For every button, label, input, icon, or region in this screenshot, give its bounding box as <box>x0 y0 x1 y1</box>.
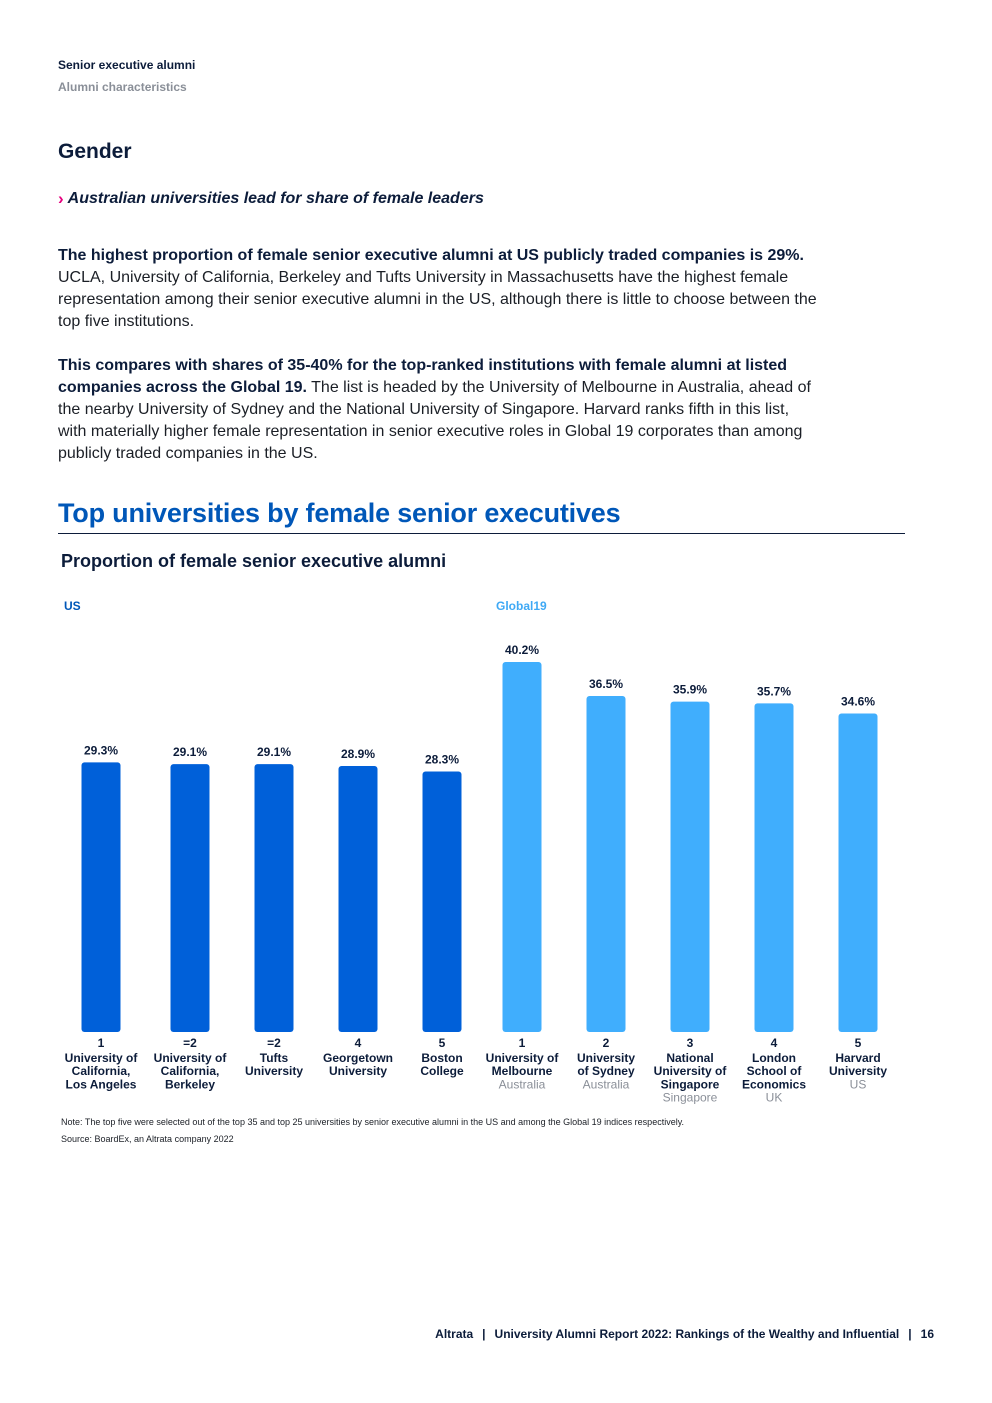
footer-report-title: University Alumni Report 2022: Rankings … <box>494 1327 900 1341</box>
category-label: Berkeley <box>165 1077 215 1091</box>
country-label: US <box>850 1077 867 1091</box>
group-label-global19: Global19 <box>496 599 547 613</box>
category-label: Melbourne <box>492 1064 553 1078</box>
category-label: California, <box>72 1064 131 1078</box>
header-subsection: Alumni characteristics <box>58 80 187 94</box>
bar-us-5 <box>422 771 462 1032</box>
header-section: Senior executive alumni <box>58 58 196 72</box>
country-label: Australia <box>583 1077 630 1091</box>
category-label: Harvard <box>835 1051 880 1065</box>
category-label: University <box>245 1064 303 1078</box>
category-label: Boston <box>421 1051 462 1065</box>
category-label: Economics <box>742 1077 806 1091</box>
data-label: 29.3% <box>84 743 118 757</box>
footer-separator: | <box>908 1327 912 1341</box>
data-label: 40.2% <box>505 643 539 657</box>
data-label: 28.9% <box>341 747 375 761</box>
category-label: College <box>420 1064 464 1078</box>
category-label: University of <box>654 1064 728 1078</box>
rank-label: 1 <box>98 1036 105 1050</box>
country-label: Australia <box>499 1077 546 1091</box>
data-label: 28.3% <box>425 753 459 767</box>
chart-title: Top universities by female senior execut… <box>58 498 621 528</box>
category-label: University of <box>486 1051 560 1065</box>
bar-us-3 <box>254 764 294 1032</box>
footer-separator: | <box>482 1327 486 1341</box>
bar-global19-2 <box>586 696 626 1032</box>
paragraph-2-text: The list is headed by the University of … <box>58 379 811 462</box>
rank-label: 5 <box>855 1036 862 1050</box>
category-label: Singapore <box>661 1077 720 1091</box>
bar-us-1 <box>81 762 121 1032</box>
bar-global19-3 <box>670 701 710 1032</box>
group-label-us: US <box>64 599 81 613</box>
footer-page-number: 16 <box>920 1327 934 1341</box>
category-label: University <box>329 1064 387 1078</box>
data-label: 34.6% <box>841 695 875 709</box>
data-label: 29.1% <box>257 745 291 759</box>
category-label: University of <box>154 1051 228 1065</box>
section-heading: Gender <box>58 140 132 163</box>
category-label: University of <box>65 1051 139 1065</box>
country-label: UK <box>766 1091 783 1105</box>
category-label: University <box>577 1051 635 1065</box>
rank-label: =2 <box>267 1036 281 1050</box>
data-label: 35.9% <box>673 683 707 697</box>
bar-us-4 <box>338 766 378 1032</box>
bar-us-2 <box>170 764 210 1032</box>
page-footer: Altrata | University Alumni Report 2022: R… <box>435 1327 934 1341</box>
rank-label: 1 <box>519 1036 526 1050</box>
rank-label: 2 <box>603 1036 610 1050</box>
footer-brand: Altrata <box>435 1327 474 1341</box>
paragraph-1-text: UCLA, University of California, Berkeley… <box>58 269 817 330</box>
bar-global19-5 <box>838 713 878 1032</box>
category-label: School of <box>747 1064 803 1078</box>
subheading: › Australian universities lead for share… <box>58 189 484 209</box>
category-label: London <box>752 1051 796 1065</box>
paragraph-1-bold: The highest proportion of female senior … <box>58 247 804 264</box>
chart-note: Note: The top five were selected out of … <box>61 1117 685 1127</box>
country-label: Singapore <box>663 1091 718 1105</box>
data-label: 36.5% <box>589 677 623 691</box>
category-label: Georgetown <box>323 1051 393 1065</box>
chart-subtitle: Proportion of female senior executive al… <box>61 551 447 571</box>
bar-global19-1 <box>502 662 542 1032</box>
subheading-text: Australian universities lead for share o… <box>67 190 484 207</box>
data-label: 35.7% <box>757 684 791 698</box>
category-label: University <box>829 1064 887 1078</box>
chart-source: Source: BoardEx, an Altrata company 2022 <box>61 1134 234 1144</box>
category-label: of Sydney <box>577 1064 635 1078</box>
category-label: California, <box>161 1064 220 1078</box>
rank-label: 5 <box>439 1036 446 1050</box>
paragraph-1: The highest proportion of female senior … <box>58 245 818 333</box>
rank-label: 3 <box>687 1036 694 1050</box>
rank-label: =2 <box>183 1036 197 1050</box>
data-label: 29.1% <box>173 745 207 759</box>
category-label: Los Angeles <box>66 1077 137 1091</box>
paragraph-2: This compares with shares of 35-40% for … <box>58 355 818 465</box>
title-divider <box>58 533 905 534</box>
chevron-right-icon: › <box>58 189 64 208</box>
bar-global19-4 <box>754 703 794 1032</box>
rank-label: 4 <box>355 1036 362 1050</box>
category-label: National <box>666 1051 713 1065</box>
paragraph-2-bold: This compares with shares of 35-40% for … <box>58 357 788 396</box>
rank-label: 4 <box>771 1036 778 1050</box>
category-label: Tufts <box>260 1051 289 1065</box>
